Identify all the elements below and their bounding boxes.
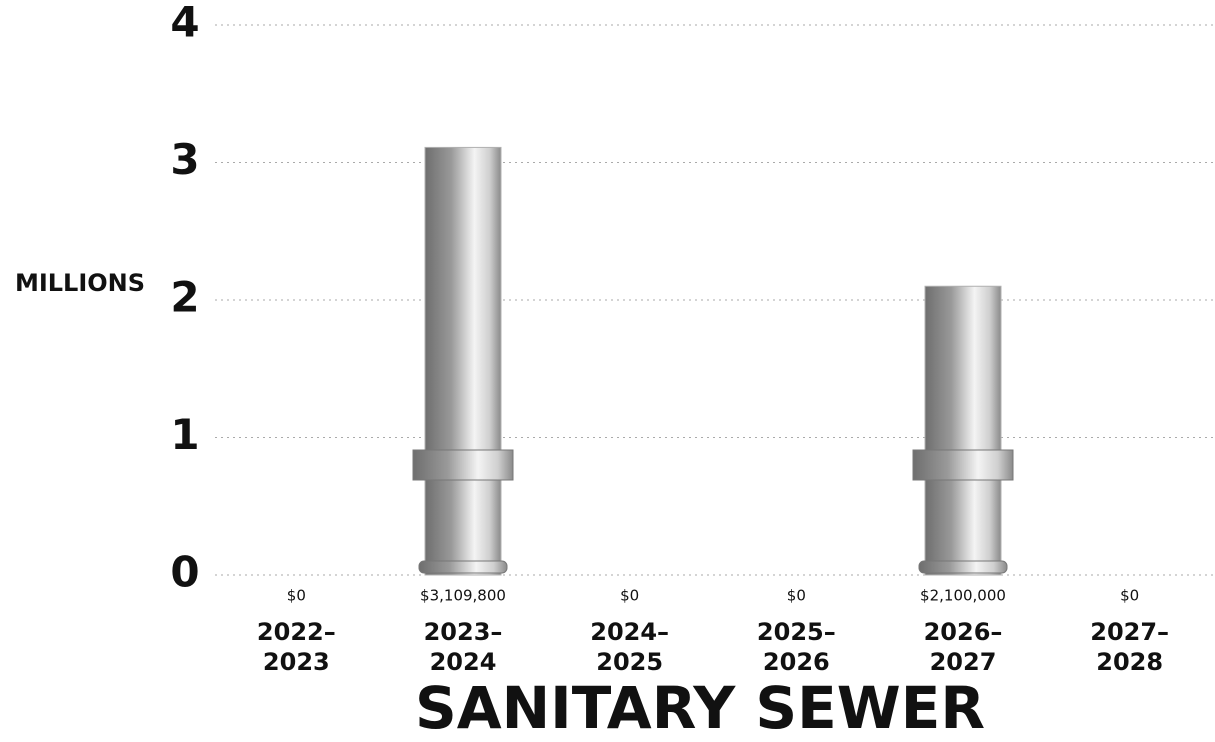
- value-label: $0: [1120, 587, 1139, 605]
- pipe-base: [918, 560, 1008, 574]
- pipe-flange: [912, 449, 1014, 481]
- x-tick-label: 2026–2027: [923, 618, 1003, 676]
- bar: [424, 146, 502, 576]
- pipe-flange: [412, 449, 514, 481]
- x-tick-label: 2023–2024: [423, 618, 503, 676]
- chart-title: SANITARY SEWER: [415, 674, 985, 742]
- x-tick-label: 2024–2025: [590, 618, 670, 676]
- value-label: $2,100,000: [920, 587, 1006, 605]
- y-tick-label: 3: [170, 135, 199, 184]
- y-tick-label: 2: [170, 273, 199, 322]
- y-tick-label: 4: [170, 0, 199, 47]
- value-label: $0: [620, 587, 639, 605]
- x-tick-label: 2022–2023: [256, 618, 336, 676]
- value-label: $0: [287, 587, 306, 605]
- value-label: $3,109,800: [420, 587, 506, 605]
- y-axis-label: MILLIONS: [15, 269, 145, 297]
- y-tick-label: 1: [170, 410, 199, 459]
- value-label: $0: [787, 587, 806, 605]
- pipe-base: [418, 560, 508, 574]
- x-tick-label: 2027–2028: [1090, 618, 1170, 676]
- x-tick-label: 2025–2026: [756, 618, 836, 676]
- y-tick-label: 0: [170, 548, 199, 597]
- bar: [924, 285, 1002, 576]
